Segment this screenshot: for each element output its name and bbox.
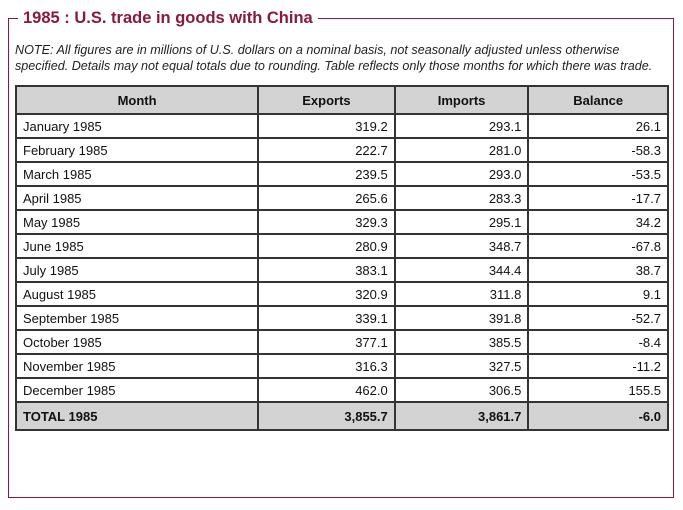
row-exports: 319.2 xyxy=(257,113,396,139)
row-imports: 348.7 xyxy=(393,233,530,259)
row-balance: 34.2 xyxy=(527,209,669,235)
row-imports: 293.1 xyxy=(393,113,530,139)
table-header-row: Month Exports Imports Balance xyxy=(14,85,669,115)
row-exports: 377.1 xyxy=(257,329,396,355)
row-balance: -67.8 xyxy=(527,233,669,259)
row-month: June 1985 xyxy=(14,233,260,259)
row-balance: 26.1 xyxy=(527,113,669,139)
row-balance: -53.5 xyxy=(527,161,669,187)
row-balance: -58.3 xyxy=(527,137,669,163)
row-imports: 385.5 xyxy=(393,329,530,355)
row-exports: 280.9 xyxy=(257,233,396,259)
row-imports: 295.1 xyxy=(393,209,530,235)
table-row: February 1985 222.7 281.0 -58.3 xyxy=(14,137,669,163)
row-month: March 1985 xyxy=(14,161,260,187)
row-exports: 316.3 xyxy=(257,353,396,379)
column-header-exports: Exports xyxy=(257,85,396,115)
row-balance: 38.7 xyxy=(527,257,669,283)
total-balance: -6.0 xyxy=(527,401,669,431)
table-row: March 1985 239.5 293.0 -53.5 xyxy=(14,161,669,187)
note-text: NOTE: All figures are in millions of U.S… xyxy=(15,43,653,73)
total-label: TOTAL 1985 xyxy=(14,401,260,431)
row-imports: 281.0 xyxy=(393,137,530,163)
table-row: September 1985 339.1 391.8 -52.7 xyxy=(14,305,669,331)
row-balance: -8.4 xyxy=(527,329,669,355)
table-row: August 1985 320.9 311.8 9.1 xyxy=(14,281,669,307)
row-exports: 265.6 xyxy=(257,185,396,211)
section-title: 1985 : U.S. trade in goods with China xyxy=(18,8,318,28)
row-exports: 329.3 xyxy=(257,209,396,235)
row-month: August 1985 xyxy=(14,281,260,307)
table-row: November 1985 316.3 327.5 -11.2 xyxy=(14,353,669,379)
row-balance: -52.7 xyxy=(527,305,669,331)
table-row: December 1985 462.0 306.5 155.5 xyxy=(14,377,669,403)
table-row: October 1985 377.1 385.5 -8.4 xyxy=(14,329,669,355)
row-exports: 222.7 xyxy=(257,137,396,163)
table-row: July 1985 383.1 344.4 38.7 xyxy=(14,257,669,283)
table-row: May 1985 329.3 295.1 34.2 xyxy=(14,209,669,235)
row-month: July 1985 xyxy=(14,257,260,283)
row-exports: 383.1 xyxy=(257,257,396,283)
trade-table: Month Exports Imports Balance January 19… xyxy=(14,85,669,431)
row-month: October 1985 xyxy=(14,329,260,355)
row-imports: 327.5 xyxy=(393,353,530,379)
row-imports: 306.5 xyxy=(393,377,530,403)
row-month: January 1985 xyxy=(14,113,260,139)
row-imports: 344.4 xyxy=(393,257,530,283)
row-imports: 311.8 xyxy=(393,281,530,307)
row-exports: 239.5 xyxy=(257,161,396,187)
row-month: September 1985 xyxy=(14,305,260,331)
column-header-month: Month xyxy=(14,85,260,115)
row-balance: -17.7 xyxy=(527,185,669,211)
row-month: April 1985 xyxy=(14,185,260,211)
row-month: December 1985 xyxy=(14,377,260,403)
column-header-balance: Balance xyxy=(527,85,669,115)
row-imports: 391.8 xyxy=(393,305,530,331)
row-imports: 283.3 xyxy=(393,185,530,211)
row-exports: 320.9 xyxy=(257,281,396,307)
row-month: May 1985 xyxy=(14,209,260,235)
row-month: November 1985 xyxy=(14,353,260,379)
total-imports: 3,861.7 xyxy=(393,401,530,431)
row-month: February 1985 xyxy=(14,137,260,163)
row-balance: 155.5 xyxy=(527,377,669,403)
column-header-imports: Imports xyxy=(393,85,530,115)
total-row: TOTAL 1985 3,855.7 3,861.7 -6.0 xyxy=(14,401,669,431)
table-row: April 1985 265.6 283.3 -17.7 xyxy=(14,185,669,211)
row-exports: 339.1 xyxy=(257,305,396,331)
total-exports: 3,855.7 xyxy=(257,401,396,431)
row-exports: 462.0 xyxy=(257,377,396,403)
row-balance: -11.2 xyxy=(527,353,669,379)
row-balance: 9.1 xyxy=(527,281,669,307)
table-row: June 1985 280.9 348.7 -67.8 xyxy=(14,233,669,259)
row-imports: 293.0 xyxy=(393,161,530,187)
table-row: January 1985 319.2 293.1 26.1 xyxy=(14,113,669,139)
fieldset-frame xyxy=(8,18,674,498)
